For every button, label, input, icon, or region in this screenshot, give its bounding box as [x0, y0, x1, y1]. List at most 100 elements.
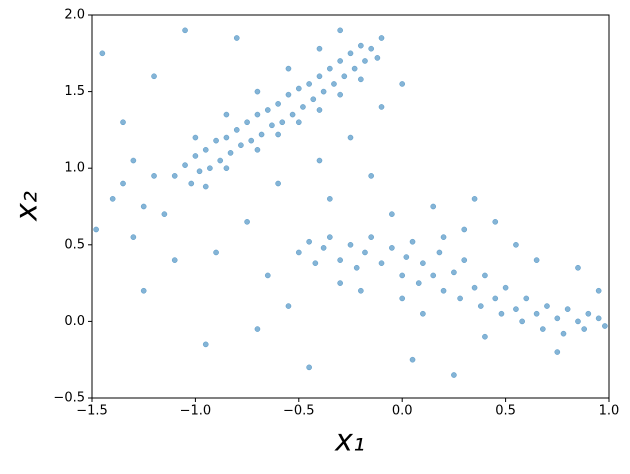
point [389, 245, 395, 251]
point [202, 183, 209, 190]
point [523, 295, 530, 302]
y-tick-label: 0.5 [64, 237, 85, 252]
point [196, 168, 203, 175]
point [581, 326, 588, 332]
point [498, 310, 505, 317]
point [451, 372, 457, 378]
point [368, 45, 375, 52]
point [182, 27, 188, 34]
point [331, 81, 337, 87]
x-tick-label: 0.0 [392, 404, 413, 419]
point [171, 257, 178, 263]
point [326, 65, 333, 72]
point [430, 272, 437, 279]
point [362, 58, 368, 64]
point [202, 146, 209, 153]
point [254, 88, 261, 95]
point [285, 303, 292, 309]
point [353, 264, 360, 271]
point [223, 134, 230, 141]
point [233, 127, 240, 133]
point [182, 162, 188, 168]
point [415, 280, 422, 286]
point [326, 195, 333, 202]
point [602, 323, 608, 329]
point [254, 146, 261, 153]
point [93, 226, 99, 233]
point [378, 35, 385, 41]
point [368, 234, 375, 240]
point [316, 157, 323, 164]
point [461, 226, 468, 233]
point [258, 131, 265, 138]
point [316, 107, 323, 113]
point [320, 245, 327, 251]
point [171, 173, 178, 179]
y-tick-label: 1.5 [64, 84, 85, 99]
point [347, 50, 354, 57]
point [378, 104, 385, 110]
point [151, 173, 157, 179]
point [595, 315, 602, 322]
point [320, 88, 327, 95]
x-axis-label: x₁ [334, 424, 365, 459]
x-tick-label: −1.0 [180, 404, 212, 419]
point [161, 211, 168, 218]
point [130, 157, 137, 164]
plot-frame [91, 14, 610, 399]
point [213, 137, 219, 144]
point [223, 111, 230, 118]
point [202, 341, 209, 348]
point [519, 318, 525, 325]
point [357, 287, 364, 294]
point [420, 260, 426, 267]
point [471, 195, 478, 202]
point [109, 195, 116, 202]
point [378, 260, 385, 267]
point [295, 249, 302, 256]
point [440, 234, 447, 240]
point [513, 241, 519, 248]
point [264, 272, 271, 279]
point [492, 295, 499, 302]
point [513, 306, 519, 312]
point [244, 119, 250, 126]
point [389, 211, 395, 218]
point [457, 295, 463, 302]
point [337, 257, 344, 263]
y-tick-label: −0.5 [53, 391, 85, 406]
point [544, 303, 550, 309]
point [409, 356, 416, 363]
point [337, 91, 344, 98]
point [337, 27, 344, 34]
point [223, 165, 230, 172]
point [357, 76, 364, 83]
point [409, 238, 416, 245]
point [492, 218, 499, 225]
x-tick-label: 0.5 [495, 404, 516, 419]
point [275, 101, 281, 107]
point [502, 284, 509, 291]
point [533, 257, 540, 263]
point [213, 249, 219, 256]
y-tick-label: 2.0 [64, 8, 85, 23]
point [399, 295, 406, 302]
point [399, 272, 406, 279]
point [306, 238, 312, 245]
point [347, 241, 354, 248]
point [477, 303, 484, 309]
point [357, 42, 364, 49]
point [244, 218, 250, 225]
point [192, 134, 199, 141]
point [238, 142, 244, 149]
point [254, 111, 261, 118]
point [595, 287, 602, 294]
point [482, 272, 488, 279]
point [316, 45, 323, 52]
point [188, 180, 195, 187]
point [575, 264, 581, 271]
point [471, 284, 478, 291]
point [300, 104, 306, 110]
point [99, 50, 106, 57]
